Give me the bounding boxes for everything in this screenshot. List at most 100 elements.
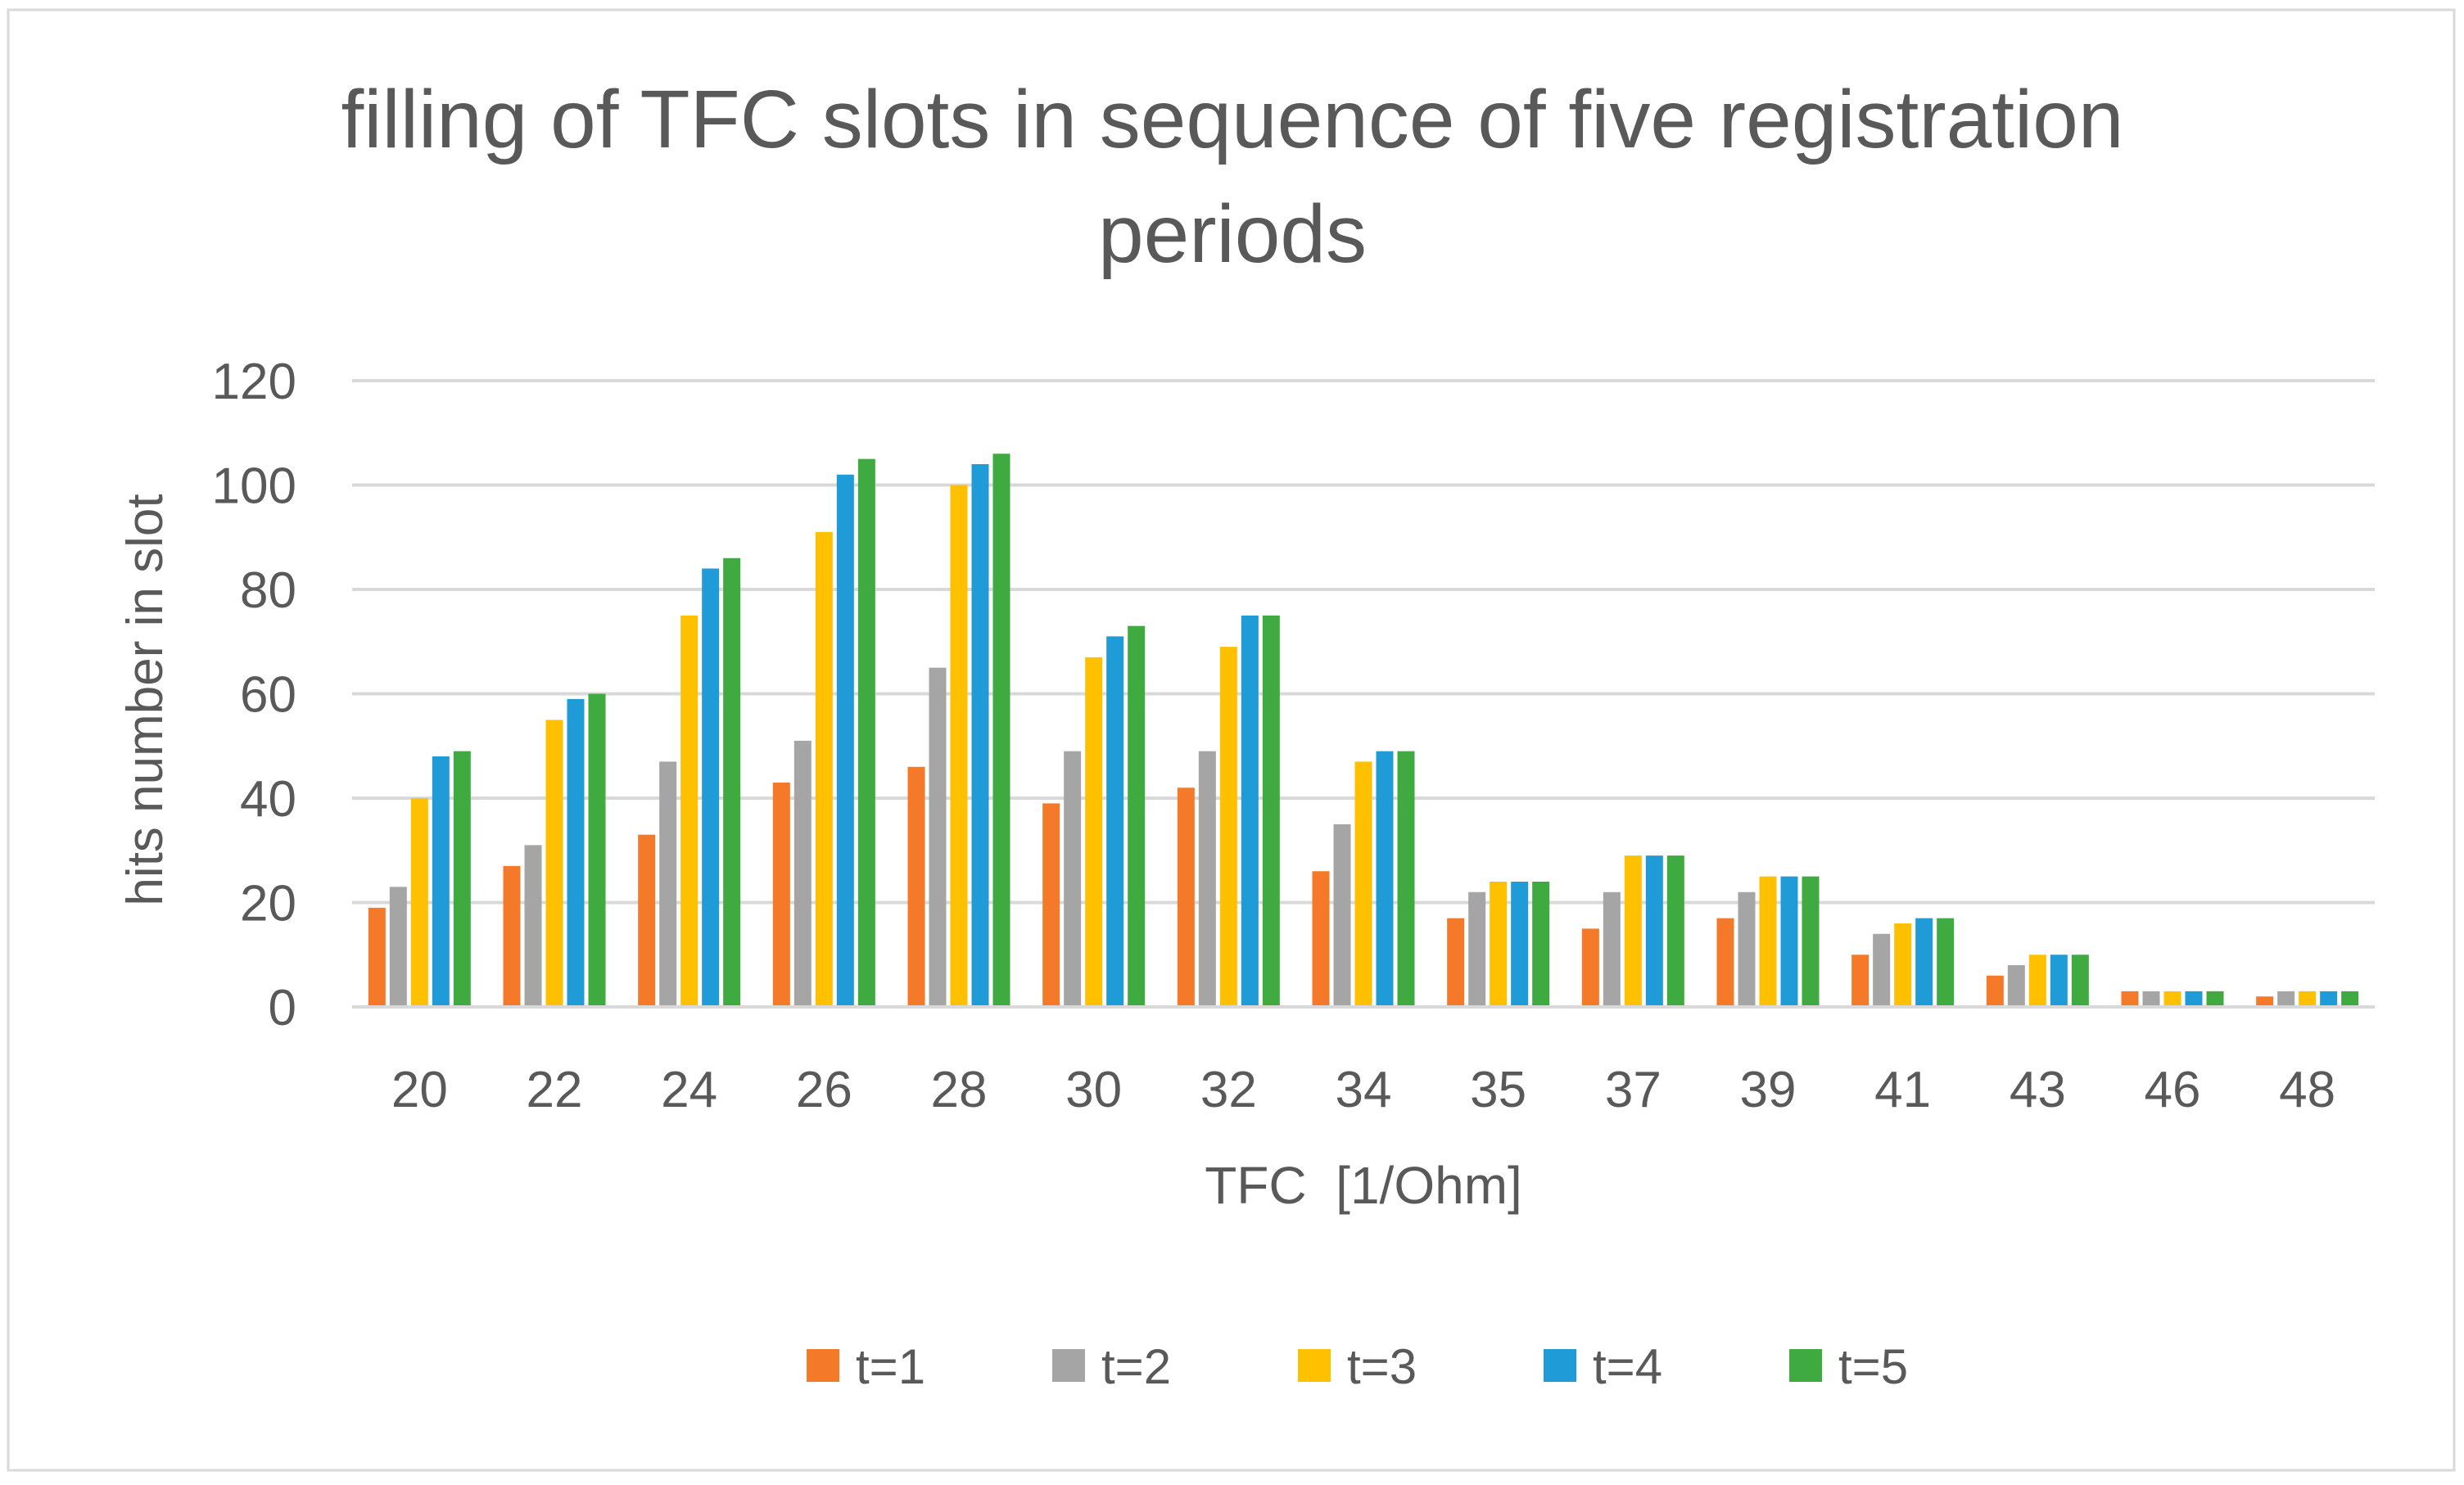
legend-label-t4: t=4 — [1593, 1339, 1662, 1394]
bar-t4-35 — [1511, 882, 1529, 1007]
x-tick-label: 41 — [1874, 1062, 1931, 1118]
bar-t5-43 — [2071, 955, 2089, 1007]
bar-t3-35 — [1490, 882, 1508, 1007]
x-tick-label: 46 — [2145, 1062, 2201, 1118]
bar-t5-48 — [2341, 991, 2359, 1007]
bar-t3-46 — [2163, 991, 2181, 1007]
bar-t3-41 — [1894, 923, 1912, 1007]
bar-t2-37 — [1603, 891, 1621, 1007]
bar-t1-22 — [503, 865, 521, 1007]
legend: t=1 t=2 t=3 t=4 t=5 — [807, 1339, 1908, 1394]
bar-t3-28 — [950, 485, 968, 1007]
legend-swatch-t5 — [1789, 1349, 1822, 1382]
bar-t1-20 — [368, 907, 386, 1007]
x-tick-label: 39 — [1740, 1062, 1797, 1118]
bar-t2-41 — [1873, 933, 1891, 1007]
x-tick-label: 43 — [2010, 1062, 2066, 1118]
bar-t5-22 — [588, 693, 606, 1007]
bar-t5-20 — [453, 751, 471, 1007]
legend-label-t5: t=5 — [1838, 1339, 1908, 1394]
bar-t2-39 — [1738, 891, 1756, 1007]
legend-swatch-t3 — [1298, 1349, 1331, 1382]
bar-t4-34 — [1376, 751, 1394, 1007]
y-tick-label: 60 — [240, 667, 296, 724]
legend-label-t1: t=1 — [856, 1339, 925, 1394]
bar-t4-46 — [2185, 991, 2203, 1007]
bar-t1-32 — [1177, 788, 1195, 1007]
x-axis-label: TFC [1/Ohm] — [1205, 1156, 1522, 1215]
chart-title-line-2: periods — [1098, 188, 1367, 280]
legend-swatch-t4 — [1544, 1349, 1576, 1382]
x-tick-label: 26 — [796, 1062, 852, 1118]
bar-t3-43 — [2028, 955, 2046, 1007]
bar-t3-32 — [1219, 647, 1237, 1007]
bar-t3-20 — [410, 798, 428, 1007]
bar-t1-24 — [638, 834, 656, 1007]
bar-t3-37 — [1624, 855, 1642, 1007]
y-tick-label: 100 — [212, 458, 296, 515]
bar-t4-32 — [1241, 615, 1259, 1007]
x-tick-label: 37 — [1605, 1062, 1662, 1118]
bar-t4-43 — [2050, 955, 2068, 1007]
bar-t2-43 — [2007, 965, 2025, 1007]
x-tick-label: 20 — [391, 1062, 448, 1118]
bar-t4-24 — [702, 568, 720, 1007]
bar-t2-20 — [389, 887, 407, 1007]
bar-t5-41 — [1937, 918, 1955, 1007]
x-tick-label: 48 — [2279, 1062, 2335, 1118]
bar-t4-26 — [836, 474, 854, 1007]
x-tick-label: 34 — [1336, 1062, 1392, 1118]
bar-t4-41 — [1915, 918, 1933, 1007]
bar-t1-26 — [772, 782, 790, 1007]
legend-swatch-t1 — [807, 1349, 839, 1382]
bar-t2-46 — [2142, 991, 2160, 1007]
bar-t3-22 — [545, 720, 563, 1007]
bar-t4-20 — [432, 756, 450, 1007]
bar-t2-28 — [929, 667, 947, 1007]
bar-t5-37 — [1666, 855, 1684, 1007]
legend-label-t2: t=2 — [1101, 1339, 1171, 1394]
bar-t1-28 — [907, 766, 925, 1007]
bar-t2-32 — [1198, 751, 1216, 1007]
bar-t5-24 — [723, 557, 741, 1007]
bar-t2-24 — [659, 761, 677, 1007]
bars — [368, 454, 2359, 1007]
bar-t5-28 — [992, 454, 1010, 1007]
bar-t5-34 — [1397, 751, 1415, 1007]
legend-swatch-t2 — [1052, 1349, 1085, 1382]
x-tick-label: 35 — [1470, 1062, 1526, 1118]
bar-t5-39 — [1802, 876, 1820, 1007]
bar-t4-22 — [567, 698, 585, 1007]
y-tick-label: 80 — [240, 562, 296, 619]
y-tick-label: 120 — [212, 354, 296, 410]
bar-t3-26 — [815, 531, 833, 1007]
y-tick-label: 0 — [269, 980, 296, 1036]
bar-t1-48 — [2256, 996, 2274, 1007]
bar-t5-35 — [1532, 882, 1550, 1007]
bar-t2-48 — [2277, 991, 2295, 1007]
bar-t4-37 — [1645, 855, 1663, 1007]
y-tick-label: 20 — [240, 876, 296, 932]
bar-t2-35 — [1468, 891, 1486, 1007]
y-tick-label: 40 — [240, 771, 296, 828]
bar-t5-32 — [1262, 615, 1280, 1007]
x-tick-label: 24 — [661, 1062, 717, 1118]
bar-t1-37 — [1581, 928, 1599, 1007]
bar-t2-26 — [793, 740, 812, 1007]
bar-t5-30 — [1128, 625, 1146, 1007]
y-axis-label: hits number in slot — [117, 494, 174, 905]
bar-t3-39 — [1759, 876, 1777, 1007]
chart-title-line-1: filling of TFC slots in sequence of five… — [341, 74, 2124, 165]
bar-t3-48 — [2299, 991, 2317, 1007]
x-tick-label: 32 — [1200, 1062, 1257, 1118]
bar-t1-46 — [2121, 991, 2139, 1007]
bar-t1-39 — [1716, 918, 1734, 1007]
bar-t5-26 — [857, 458, 875, 1007]
bar-t2-34 — [1333, 824, 1351, 1007]
x-tick-label: 22 — [527, 1062, 583, 1118]
bar-t3-30 — [1085, 657, 1103, 1007]
x-tick-label: 28 — [931, 1062, 988, 1118]
bar-t1-43 — [1986, 975, 2004, 1007]
